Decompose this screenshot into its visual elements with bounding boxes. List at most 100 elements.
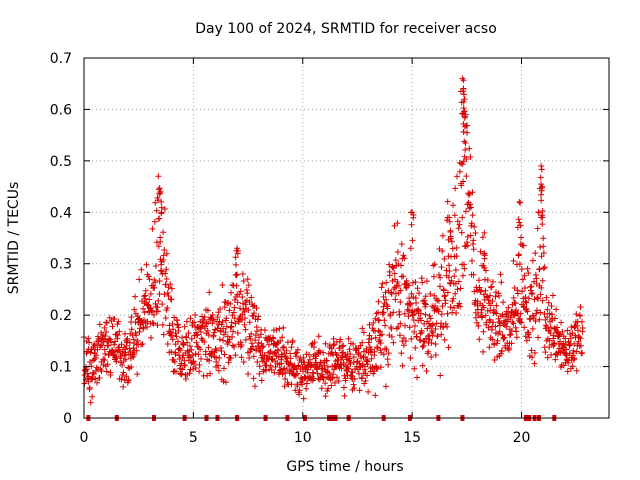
data-point [442, 297, 449, 304]
data-point [179, 341, 186, 348]
data-point [453, 253, 460, 260]
data-point [153, 207, 160, 214]
data-point [513, 306, 520, 313]
data-point [518, 266, 525, 273]
plot-frame [83, 57, 610, 419]
data-point [103, 319, 110, 326]
data-point [116, 328, 123, 335]
data-point [444, 198, 451, 205]
data-point [151, 218, 158, 225]
data-point [444, 289, 451, 296]
data-point [498, 347, 505, 354]
data-point [93, 352, 100, 359]
data-point [525, 331, 532, 338]
data-point [437, 274, 444, 281]
data-point [517, 222, 524, 229]
data-point [210, 316, 217, 323]
data-point [392, 296, 399, 303]
data-point [535, 295, 542, 302]
data-point [333, 374, 340, 381]
data-point [379, 280, 386, 287]
y-axis-label: SRMTID / TECUs [6, 182, 22, 295]
data-point [498, 279, 505, 286]
data-point [437, 372, 444, 379]
data-point [482, 312, 489, 319]
data-point [239, 270, 246, 277]
data-point [533, 310, 540, 317]
data-point [243, 286, 250, 293]
data-point [102, 332, 109, 339]
data-point [370, 319, 377, 326]
data-point [574, 322, 581, 329]
data-point [462, 140, 469, 147]
data-point [126, 345, 133, 352]
data-point [120, 369, 127, 376]
data-point [422, 311, 429, 318]
data-point [444, 310, 451, 317]
y-tick-label: 0.6 [50, 102, 72, 118]
data-point [169, 336, 176, 343]
data-point [510, 320, 517, 327]
data-point [470, 271, 477, 278]
data-point [138, 266, 145, 273]
data-point [163, 276, 170, 283]
data-point [204, 307, 211, 314]
data-point [118, 341, 125, 348]
data-point [419, 343, 426, 350]
data-point [476, 284, 483, 291]
data-point [539, 297, 546, 304]
data-point [89, 369, 96, 376]
data-point [86, 339, 93, 346]
data-point [201, 313, 208, 320]
data-point [568, 324, 575, 331]
data-point [240, 277, 247, 284]
data-point [487, 307, 494, 314]
data-point [133, 347, 140, 354]
data-point [414, 285, 421, 292]
data-point [169, 320, 176, 327]
data-point [512, 300, 519, 307]
data-point [383, 279, 390, 286]
data-point [190, 366, 197, 373]
data-point [372, 392, 379, 399]
data-point [101, 324, 108, 331]
data-point [239, 293, 246, 300]
data-point [375, 316, 382, 323]
data-point [510, 257, 517, 264]
data-point [347, 360, 354, 367]
data-point [142, 292, 149, 299]
data-point [432, 302, 439, 309]
data-point [368, 335, 375, 342]
data-point [330, 335, 337, 342]
data-point [521, 272, 528, 279]
data-point [556, 331, 563, 338]
data-point [166, 322, 173, 329]
data-point [179, 366, 186, 373]
data-point [165, 284, 172, 291]
data-point [277, 366, 284, 373]
data-point [466, 145, 473, 152]
data-point [152, 199, 159, 206]
data-point [579, 350, 586, 357]
data-point [345, 335, 352, 342]
data-point [232, 261, 239, 268]
data-point [213, 347, 220, 354]
data-point [551, 315, 558, 322]
data-point [546, 344, 553, 351]
data-point [502, 320, 509, 326]
data-point [217, 306, 224, 313]
data-point [254, 316, 261, 323]
data-point [452, 290, 459, 297]
data-point [470, 237, 477, 244]
data-point [212, 345, 219, 352]
data-point [172, 351, 179, 358]
data-point [506, 332, 513, 339]
data-point [461, 108, 468, 115]
data-point [512, 324, 519, 331]
data-point [164, 304, 171, 311]
data-point [241, 308, 248, 315]
data-point [445, 236, 452, 243]
data-point [469, 212, 476, 219]
data-point [211, 329, 218, 336]
